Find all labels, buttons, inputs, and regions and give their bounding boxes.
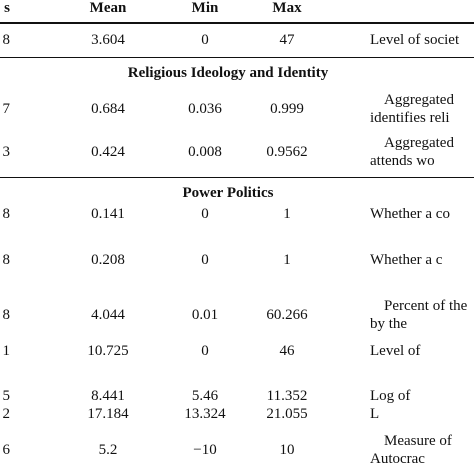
table-cell: 21.055 [266, 406, 308, 422]
table-cell: 0 [201, 206, 209, 222]
description-text: Level of [370, 343, 421, 359]
table-cell: 10 [279, 442, 295, 458]
section-title: Religious Ideology and Identity [127, 65, 329, 81]
table-cell: 8 [2, 252, 11, 268]
column-header: Mean [89, 0, 127, 16]
table-cell: 0 [201, 343, 209, 359]
table-cell: 7 [2, 101, 11, 117]
description-text: Level of societ [370, 32, 460, 48]
column-header: Min [191, 0, 219, 16]
table-cell: 3 [2, 144, 11, 160]
description-text: Aggregated [384, 135, 454, 151]
table-rule [0, 177, 474, 178]
table-cell: 4.044 [91, 307, 125, 323]
description-text: L [370, 406, 380, 422]
column-header: Max [272, 0, 302, 16]
table-cell: 8 [2, 307, 11, 323]
description-text: Measure of [384, 433, 452, 449]
table-cell: 1 [283, 206, 291, 222]
description-text: Whether a c [370, 252, 443, 268]
table-cell: 0.9562 [266, 144, 308, 160]
description-text: attends wo [370, 153, 435, 169]
table-cell: 2 [2, 406, 11, 422]
description-text: by the [370, 316, 408, 332]
table-cell: 10.725 [87, 343, 129, 359]
table-cell: 0.141 [91, 206, 125, 222]
table-cell: 1 [283, 252, 291, 268]
description-text: Whether a co [370, 206, 450, 222]
table-cell: 8.441 [91, 388, 125, 404]
table-cell: 0.01 [191, 307, 219, 323]
table-cell: 5 [2, 388, 11, 404]
table-cell: 46 [279, 343, 295, 359]
table-cell: 0.036 [188, 101, 222, 117]
table-cell: 0.008 [188, 144, 222, 160]
table-cell: 6 [2, 442, 11, 458]
section-title: Power Politics [182, 185, 274, 201]
description-text: Percent of the [384, 298, 468, 314]
table-cell: 47 [279, 32, 295, 48]
description-text: Autocrac [370, 451, 425, 467]
table-cell: 8 [2, 32, 11, 48]
table-rule [0, 22, 474, 24]
table-cell: 0 [201, 252, 209, 268]
table-cell: 5.2 [98, 442, 118, 458]
table-cell: 11.352 [266, 388, 308, 404]
table-cell: 3.604 [91, 32, 125, 48]
table-rule [0, 57, 474, 58]
description-text: Log of [370, 388, 411, 404]
table-cell: 17.184 [87, 406, 129, 422]
table-cell: 13.324 [184, 406, 226, 422]
table-cell: 8 [2, 206, 11, 222]
table-cell: 0 [201, 32, 209, 48]
description-text: identifies reli [370, 110, 450, 126]
table-cell: 1 [2, 343, 11, 359]
table-cell: 0.208 [91, 252, 125, 268]
table-cell: 0.424 [91, 144, 125, 160]
table-cell: −10 [193, 442, 217, 458]
table-cell: 0.999 [270, 101, 304, 117]
column-header: s [4, 0, 10, 16]
description-text: Aggregated [384, 92, 454, 108]
table-cell: 0.684 [91, 101, 125, 117]
table-cell: 60.266 [266, 307, 308, 323]
table-cell: 5.46 [191, 388, 219, 404]
